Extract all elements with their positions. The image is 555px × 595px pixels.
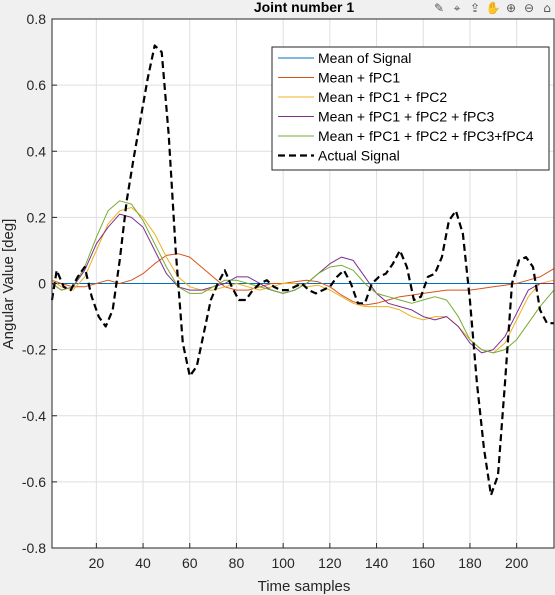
export-icon[interactable]: ⇪ — [469, 1, 481, 15]
x-axis-ticks: 20 40 60 80 100 120 140 160 180 200 — [89, 543, 529, 571]
brush-icon[interactable]: ✎ — [433, 1, 445, 15]
x-tick-label: 180 — [458, 555, 482, 571]
x-tick-label: 160 — [412, 555, 436, 571]
y-tick-label: -0.8 — [22, 540, 46, 556]
series-line-3 — [51, 207, 555, 354]
series-line-5 — [51, 200, 555, 354]
y-tick-label: -0.6 — [22, 474, 46, 490]
x-tick-label: 20 — [89, 555, 105, 571]
y-tick-label: -0.2 — [22, 342, 46, 358]
chart-title: Joint number 1 — [254, 0, 355, 15]
legend-entry-label: Mean + fPC1 + fPC2 — [318, 89, 447, 105]
y-tick-label: 0.8 — [27, 11, 47, 27]
x-tick-label: 60 — [182, 555, 198, 571]
legend-box — [271, 46, 550, 171]
legend-entry-label: Actual Signal — [318, 148, 400, 164]
data-tip-icon[interactable]: ⌖ — [453, 1, 461, 15]
home-icon[interactable]: ⌂ — [543, 1, 551, 15]
legend-entry-label: Mean + fPC1 + fPC2 + fPC3+fPC4 — [318, 128, 534, 144]
legend-entry-label: Mean + fPC1 — [318, 70, 400, 86]
y-tick-label: 0.4 — [27, 143, 47, 159]
y-tick-label: 0 — [38, 276, 46, 292]
zoom-in-icon[interactable]: ⊕ — [505, 1, 517, 15]
x-tick-label: 120 — [318, 555, 342, 571]
legend-entry-label: Mean + fPC1 + fPC2 + fPC3 — [318, 109, 494, 125]
zoom-out-icon[interactable]: ⊖ — [523, 1, 535, 15]
legend-entry-label: Mean of Signal — [318, 50, 411, 66]
x-axis-label: Time samples — [258, 578, 351, 595]
x-tick-label: 40 — [135, 555, 151, 571]
y-axis-label: Angular Value [deg] — [0, 219, 17, 350]
y-tick-label: 0.6 — [27, 77, 47, 93]
x-tick-label: 200 — [505, 555, 529, 571]
pan-icon[interactable]: ✋ — [485, 1, 501, 15]
x-tick-label: 80 — [229, 555, 245, 571]
axes-toolbar: ✎ ⌖ ⇪ ✋ ⊕ ⊖ ⌂ — [431, 0, 555, 18]
x-tick-label: 100 — [271, 555, 295, 571]
legend[interactable]: Mean of Signal Mean + fPC1 Mean + fPC1 + f… — [271, 46, 550, 171]
series-layer — [50, 44, 555, 497]
y-axis-ticks: -0.8 -0.6 -0.4 -0.2 0 0.2 0.4 0.6 0.8 — [22, 11, 57, 556]
y-tick-label: 0.2 — [27, 209, 47, 225]
series-line-6 — [50, 44, 554, 497]
y-tick-label: -0.4 — [22, 408, 46, 424]
x-tick-label: 140 — [365, 555, 389, 571]
